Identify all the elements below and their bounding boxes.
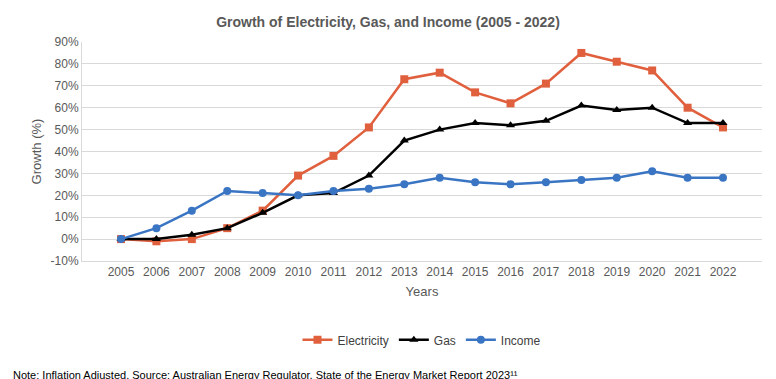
svg-text:70%: 70%: [55, 79, 79, 93]
svg-text:2018: 2018: [568, 265, 595, 279]
svg-text:Income: Income: [501, 334, 541, 348]
svg-text:2017: 2017: [533, 265, 560, 279]
svg-text:2005: 2005: [108, 265, 135, 279]
svg-text:2006: 2006: [143, 265, 170, 279]
svg-text:90%: 90%: [55, 35, 79, 49]
svg-text:2013: 2013: [391, 265, 418, 279]
svg-text:20%: 20%: [55, 189, 79, 203]
svg-text:2011: 2011: [321, 265, 347, 279]
svg-text:2022: 2022: [710, 265, 737, 279]
svg-text:80%: 80%: [55, 57, 79, 71]
svg-text:Note: Inflation Adjusted. Sour: Note: Inflation Adjusted. Source: Austra…: [13, 369, 518, 379]
svg-text:-10%: -10%: [51, 254, 79, 268]
svg-text:Growth (%): Growth (%): [29, 119, 44, 185]
svg-text:60%: 60%: [55, 101, 79, 115]
svg-text:Electricity: Electricity: [338, 334, 389, 348]
svg-text:2009: 2009: [249, 265, 276, 279]
svg-text:2020: 2020: [639, 265, 666, 279]
svg-text:2015: 2015: [462, 265, 489, 279]
svg-text:2010: 2010: [285, 265, 312, 279]
svg-text:40%: 40%: [55, 145, 79, 159]
svg-text:2007: 2007: [178, 265, 205, 279]
svg-text:2019: 2019: [603, 265, 630, 279]
svg-text:Gas: Gas: [434, 334, 456, 348]
svg-text:0%: 0%: [61, 232, 79, 246]
svg-text:2008: 2008: [214, 265, 241, 279]
svg-text:50%: 50%: [55, 123, 79, 137]
svg-text:30%: 30%: [55, 167, 79, 181]
svg-text:2014: 2014: [426, 265, 453, 279]
svg-text:Growth of Electricity, Gas, an: Growth of Electricity, Gas, and Income (…: [216, 14, 560, 30]
svg-text:10%: 10%: [55, 210, 79, 224]
svg-text:2021: 2021: [674, 265, 701, 279]
svg-text:2012: 2012: [356, 265, 383, 279]
svg-text:Years: Years: [406, 284, 439, 299]
svg-text:2016: 2016: [497, 265, 524, 279]
